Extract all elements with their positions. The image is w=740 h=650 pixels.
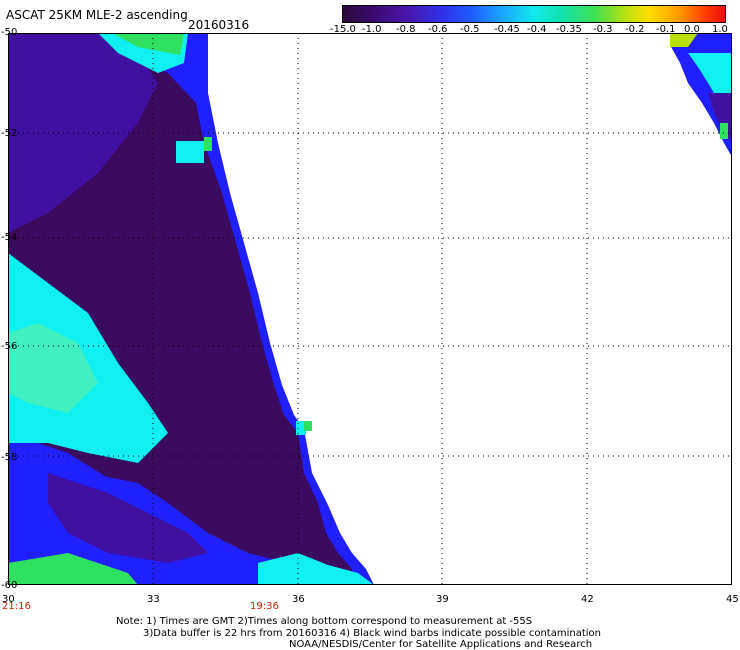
- lat-label: -58: [1, 452, 18, 463]
- colorbar-label: -0.35: [556, 24, 582, 35]
- swath-green-south: [8, 553, 138, 585]
- swath-cyan-bottom-right: [258, 553, 374, 585]
- edge-blob: [204, 137, 212, 151]
- colorbar-label: -0.1: [656, 24, 676, 35]
- lon-label: 39: [436, 594, 449, 605]
- time-label: 19:36: [250, 601, 279, 612]
- colorbar-label: -15.0: [330, 24, 356, 35]
- lat-label: -60: [1, 580, 18, 591]
- time-label: 21:16: [2, 601, 31, 612]
- swath-ne-green: [670, 33, 698, 47]
- swath-green-north: [112, 33, 184, 55]
- colorbar-label: -1.0: [362, 24, 382, 35]
- edge-blob: [176, 141, 204, 163]
- colorbar: [342, 5, 726, 23]
- lon-label: 33: [147, 594, 160, 605]
- colorbar-label: -0.6: [428, 24, 448, 35]
- colorbar-label: -0.8: [396, 24, 416, 35]
- edge-blob: [304, 421, 312, 431]
- lon-label: 30: [2, 594, 15, 605]
- colorbar-label: 0.0: [684, 24, 700, 35]
- swath-ne-green-tail: [720, 123, 728, 139]
- lon-label: 42: [581, 594, 594, 605]
- product-date: 20160316: [188, 18, 250, 32]
- plot-frame: [8, 33, 732, 585]
- colorbar-label: 1.0: [712, 24, 728, 35]
- colorbar-label: -0.2: [625, 24, 645, 35]
- gridlines: [8, 33, 732, 585]
- product-title: ASCAT 25KM MLE-2 ascending: [6, 8, 188, 22]
- note-line-3: NOAA/NESDIS/Center for Satellite Applica…: [289, 639, 593, 650]
- swath-main: [8, 33, 374, 585]
- note-line-1: Note: 1) Times are GMT 2)Times along bot…: [116, 616, 533, 627]
- colorbar-label: -0.45: [494, 24, 520, 35]
- lat-label: -52: [1, 128, 18, 139]
- lat-label: -50: [1, 27, 18, 38]
- colorbar-label: -0.5: [460, 24, 480, 35]
- colorbar-label: -0.3: [593, 24, 613, 35]
- edge-blob: [296, 421, 306, 435]
- swath-cyan-west: [8, 253, 168, 463]
- wind-map: [8, 33, 732, 585]
- note-line-2: 3)Data buffer is 22 hrs from 20160316 4)…: [143, 628, 601, 639]
- colorbar-label: -0.4: [527, 24, 547, 35]
- swath-northeast: [670, 33, 732, 157]
- lat-label: -54: [1, 232, 18, 243]
- swath-lightgreen-west: [8, 323, 98, 413]
- lon-label: 36: [292, 594, 305, 605]
- swath-purple-south: [48, 473, 208, 563]
- lon-label: 45: [726, 594, 739, 605]
- lat-label: -56: [1, 341, 18, 352]
